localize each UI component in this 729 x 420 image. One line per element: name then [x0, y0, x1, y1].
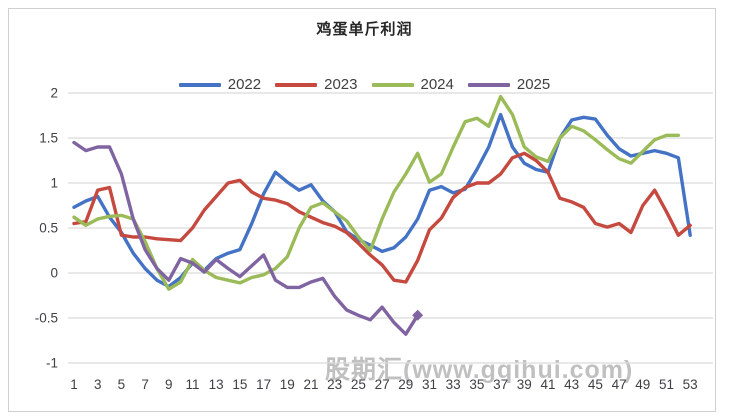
y-axis-tick-2: 2: [50, 86, 58, 101]
legend-swatch-2025-icon: [467, 82, 510, 87]
legend-label-2024: 2024: [420, 76, 454, 93]
legend-item-2024: 2024: [371, 76, 454, 93]
legend-item-2022: 2022: [178, 76, 262, 93]
x-axis-tick-53: 53: [683, 377, 698, 392]
watermark-text: 股期汇(www.gqihui.com): [325, 356, 634, 384]
x-axis-tick-17: 17: [256, 377, 271, 392]
legend-label-2025: 2025: [516, 76, 551, 93]
x-axis-tick-51: 51: [659, 377, 674, 392]
x-axis-tick-25: 25: [351, 377, 366, 392]
x-axis-tick-1: 1: [70, 377, 78, 392]
x-axis-tick-47: 47: [612, 377, 627, 392]
x-axis-tick-37: 37: [493, 377, 508, 392]
y-axis-tick--0.5: -0.5: [35, 311, 58, 326]
x-axis-tick-5: 5: [118, 377, 126, 392]
y-axis-tick-1: 1: [50, 176, 58, 191]
legend-swatch-2024-icon: [371, 82, 414, 87]
series-line-2024: [72, 94, 681, 291]
series-line-2025: [72, 140, 420, 336]
x-axis-tick-31: 31: [422, 377, 437, 392]
y-axis-tick-1.5: 1.5: [39, 131, 58, 146]
x-axis-tick-41: 41: [540, 377, 555, 392]
x-axis-tick-39: 39: [517, 377, 532, 392]
x-axis-tick-29: 29: [398, 377, 413, 392]
x-axis-tick-7: 7: [141, 377, 149, 392]
y-axis-tick--1: -1: [46, 356, 58, 371]
x-axis-tick-33: 33: [446, 377, 461, 392]
legend-label-2023: 2023: [324, 76, 358, 93]
legend-item-2025: 2025: [467, 76, 551, 93]
x-axis-tick-35: 35: [469, 377, 484, 392]
x-axis-tick-21: 21: [303, 377, 318, 392]
chart-frame: [8, 8, 716, 412]
legend-label-2022: 2022: [227, 76, 262, 93]
x-axis-tick-11: 11: [185, 377, 199, 392]
x-axis-tick-9: 9: [165, 377, 173, 392]
series-line-2023: [72, 151, 692, 284]
x-axis-tick-23: 23: [327, 377, 342, 392]
x-axis-tick-13: 13: [209, 377, 224, 392]
legend-swatch-2022-icon: [178, 82, 221, 87]
x-axis-tick-43: 43: [564, 377, 579, 392]
x-axis-tick-3: 3: [94, 377, 102, 392]
chart-title: 鸡蛋单斤利润: [316, 21, 413, 38]
x-axis-tick-15: 15: [232, 377, 247, 392]
legend-item-2023: 2023: [275, 76, 358, 93]
x-axis-tick-49: 49: [635, 377, 650, 392]
legend-swatch-2023-icon: [275, 82, 318, 87]
y-axis-tick-0.5: 0.5: [39, 221, 58, 236]
x-axis-tick-19: 19: [280, 377, 295, 392]
x-axis-tick-27: 27: [375, 377, 390, 392]
series-end-diamond-icon: [412, 309, 424, 321]
chart-legend: 2022 2023 2024 2025: [0, 76, 729, 93]
series-line-2022: [72, 112, 692, 289]
y-axis-tick-0: 0: [50, 266, 58, 281]
x-axis-tick-45: 45: [588, 377, 603, 392]
